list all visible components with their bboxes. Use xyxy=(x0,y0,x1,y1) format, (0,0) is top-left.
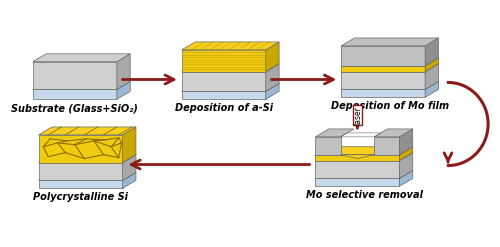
Polygon shape xyxy=(341,58,438,66)
Text: Mo selective removal: Mo selective removal xyxy=(306,190,422,200)
Polygon shape xyxy=(316,170,412,178)
Polygon shape xyxy=(182,83,279,91)
Polygon shape xyxy=(425,64,438,89)
Polygon shape xyxy=(425,58,438,72)
Polygon shape xyxy=(316,178,400,186)
Polygon shape xyxy=(38,135,122,163)
Polygon shape xyxy=(38,172,136,180)
Polygon shape xyxy=(316,161,400,178)
Polygon shape xyxy=(341,38,438,46)
Polygon shape xyxy=(182,50,266,72)
Polygon shape xyxy=(316,147,412,155)
Polygon shape xyxy=(316,137,340,155)
Polygon shape xyxy=(316,129,354,137)
Polygon shape xyxy=(182,64,279,72)
Polygon shape xyxy=(182,72,266,91)
Polygon shape xyxy=(374,129,412,137)
Text: Polycrystalline Si: Polycrystalline Si xyxy=(33,192,128,202)
Polygon shape xyxy=(182,91,266,99)
Text: Substrate (Glass+SiO₂): Substrate (Glass+SiO₂) xyxy=(12,103,138,113)
Polygon shape xyxy=(122,155,136,180)
Polygon shape xyxy=(341,46,425,66)
Polygon shape xyxy=(122,127,136,163)
Text: Deposition of a-Si: Deposition of a-Si xyxy=(174,103,273,113)
Polygon shape xyxy=(38,180,122,188)
Polygon shape xyxy=(400,153,412,178)
Polygon shape xyxy=(425,82,438,97)
Polygon shape xyxy=(400,129,412,155)
Polygon shape xyxy=(341,66,425,72)
Polygon shape xyxy=(38,127,136,135)
Polygon shape xyxy=(33,54,130,62)
Bar xyxy=(352,105,362,125)
Polygon shape xyxy=(340,155,374,159)
Polygon shape xyxy=(316,155,400,161)
Polygon shape xyxy=(122,172,136,188)
Polygon shape xyxy=(33,89,117,99)
Polygon shape xyxy=(374,137,400,155)
Polygon shape xyxy=(33,62,117,89)
Polygon shape xyxy=(425,38,438,66)
Polygon shape xyxy=(266,42,279,72)
Polygon shape xyxy=(266,64,279,91)
Polygon shape xyxy=(182,42,279,50)
Polygon shape xyxy=(117,54,130,89)
Text: laser: laser xyxy=(353,106,362,124)
Polygon shape xyxy=(38,155,136,163)
Polygon shape xyxy=(266,83,279,99)
Polygon shape xyxy=(117,82,130,99)
Polygon shape xyxy=(33,82,130,89)
Polygon shape xyxy=(341,72,425,89)
Polygon shape xyxy=(400,147,412,161)
Polygon shape xyxy=(38,163,122,180)
Polygon shape xyxy=(316,153,412,161)
Polygon shape xyxy=(400,170,412,186)
Polygon shape xyxy=(341,89,425,97)
Text: Deposition of Mo film: Deposition of Mo film xyxy=(331,101,449,111)
Polygon shape xyxy=(341,82,438,89)
Polygon shape xyxy=(341,64,438,72)
